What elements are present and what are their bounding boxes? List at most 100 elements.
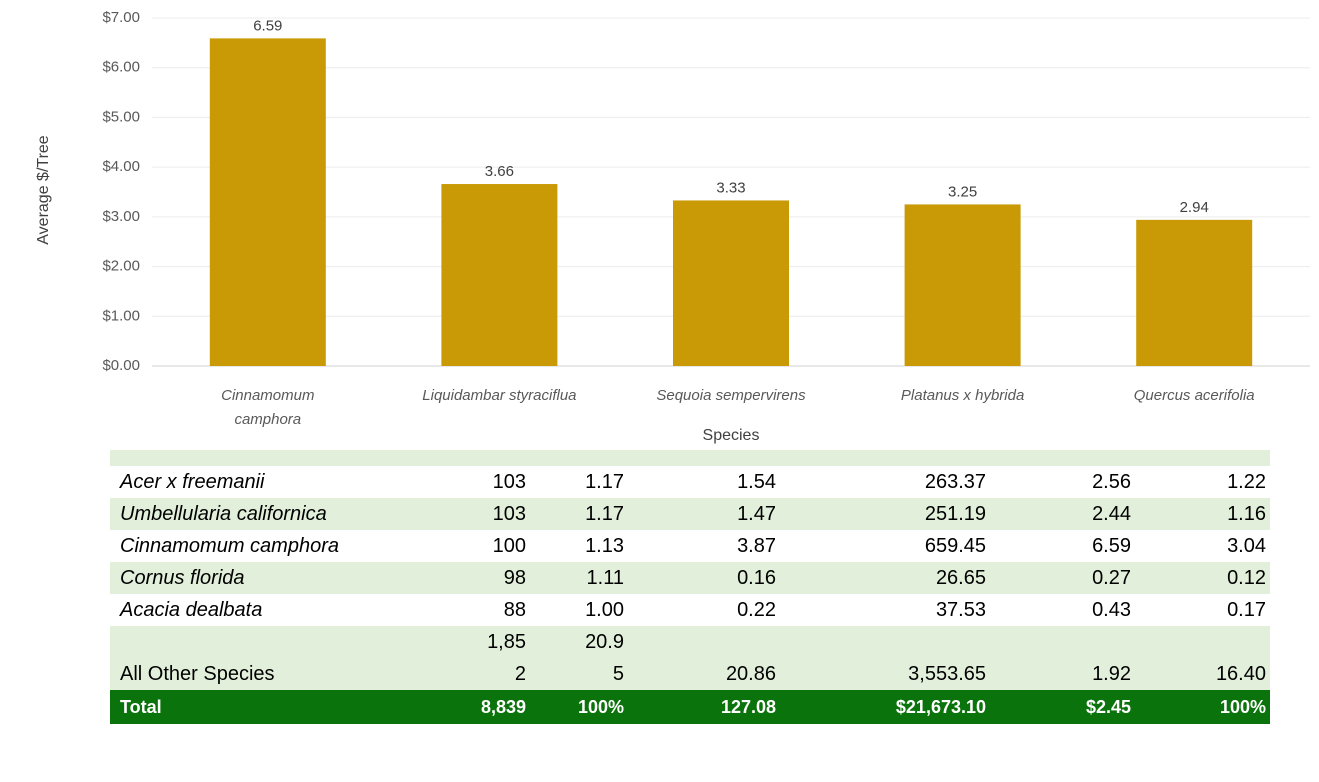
table-cell: Acacia dealbata (120, 599, 263, 621)
table-cell: 3.87 (737, 535, 776, 557)
table-cell: 0.27 (990, 562, 1135, 594)
table-cell: 0.16 (628, 562, 780, 594)
y-tick-label: $2.00 (102, 258, 140, 275)
x-axis-label: Species (703, 427, 760, 444)
data-label: 2.94 (1180, 199, 1209, 216)
bar (209, 38, 326, 366)
table-row: Cornus florida 98 1.11 0.16 26.65 0.27 0.12 (110, 562, 1270, 594)
table-cell: Cornus florida (110, 562, 420, 594)
cell-text: 1,852 (487, 631, 526, 685)
table-cell: 98 (420, 562, 530, 594)
x-tick-label: Cinnamomum camphora (221, 387, 315, 428)
table-cell: 1.22 (1227, 471, 1266, 493)
table-cell: 6.59 (1092, 535, 1131, 557)
table-cell: 0.43 (1092, 599, 1131, 621)
table-cell: 1.00 (530, 594, 628, 626)
table-cell: 0.12 (1135, 562, 1270, 594)
y-tick-label: $0.00 (102, 357, 140, 374)
cell-text: 8,839 (480, 697, 526, 717)
table-cell: 1.92 (990, 626, 1135, 690)
bar (441, 184, 558, 366)
table-cell: 3.04 (1227, 535, 1266, 557)
table-row: Total 8,839 100% 127.08 $21,673.10 $2.45 100% (110, 690, 1270, 724)
cell-text: 103 (492, 503, 526, 525)
cell-text: 1.00 (585, 599, 624, 621)
table-cell: 1.47 (628, 498, 780, 530)
table-cell: 26.65 (780, 562, 990, 594)
bar (1136, 219, 1253, 366)
table-cell: 2.56 (1092, 471, 1131, 493)
table-cell: $21,673.10 (780, 690, 990, 724)
table-cell: Cinnamomum camphora (120, 535, 339, 557)
bar (673, 200, 789, 366)
table-cell: 20.86 (628, 626, 780, 690)
table-cell: Umbellularia californica (110, 498, 420, 530)
data-label: 3.25 (948, 183, 977, 200)
table-cell: 8,839 (420, 690, 530, 724)
table-cell: 1.54 (737, 471, 776, 493)
cell-text: 100 (492, 535, 526, 557)
cell-text: 98 (503, 567, 526, 589)
cell-text: 103 (492, 471, 526, 493)
cell-text: 1.11 (586, 567, 624, 589)
cell-text: 88 (503, 599, 526, 621)
x-tick-label: Quercus acerifolia (1133, 387, 1255, 404)
x-tick-label: Platanus x hybrida (900, 387, 1025, 404)
table-cell: Total (110, 690, 420, 724)
x-tick-label: Liquidambar styraciflua (422, 387, 577, 404)
y-tick-label: $7.00 (102, 9, 140, 26)
table-cell: 103 (420, 466, 530, 498)
table-cell: 1.13 (530, 530, 628, 562)
cell-text: 1.13 (585, 535, 624, 557)
bar (904, 204, 1021, 366)
table-cell: 3,553.65 (780, 626, 990, 690)
y-tick-label: $5.00 (102, 108, 140, 125)
table-cell: 100% (530, 690, 628, 724)
cell-text: 100% (577, 697, 624, 717)
table-row: Cinnamomum camphora 100 1.13 3.87 659.45 6.59… (110, 530, 1270, 562)
table-cell: 20.95 (530, 626, 628, 690)
data-label: 3.33 (716, 179, 745, 196)
table-cell: 659.45 (924, 535, 986, 557)
cell-text: 1.17 (585, 503, 624, 525)
table-cell: 0.17 (1227, 599, 1266, 621)
table-cell: Acer x freemanii (120, 471, 265, 493)
chart: Average $/Tree Species $0.00 $1.00 $2.00 $3… (35, 9, 1310, 444)
table-row: Acer x freemanii 103 1.17 1.54 263.37 2.56 1.2… (110, 466, 1270, 498)
data-label: 6.59 (253, 17, 282, 34)
data-table: Acer x freemanii 103 1.17 1.54 263.37 2.56 1.2… (110, 466, 1270, 724)
table-cell: 263.37 (924, 471, 986, 493)
x-tick-label: Sequoia sempervirens (656, 387, 806, 404)
y-tick-label: $1.00 (102, 307, 140, 324)
y-tick-label: $4.00 (102, 158, 140, 175)
table-cell: 0.22 (737, 599, 776, 621)
y-axis-label: Average $/Tree (35, 135, 52, 245)
table-row: Acacia dealbata 88 1.00 0.22 37.53 0.43 0.17 (110, 594, 1270, 626)
table-cell: 37.53 (935, 599, 986, 621)
clipped-row (110, 450, 1270, 466)
table-cell: 1.11 (530, 562, 628, 594)
table-cell: 1,852 (420, 626, 530, 690)
table-cell: 127.08 (628, 690, 780, 724)
table-cell: 1.16 (1135, 498, 1270, 530)
table-row: Umbellularia californica 103 1.17 1.47 251.1… (110, 498, 1270, 530)
table-cell: 251.19 (780, 498, 990, 530)
table-cell: 2.44 (990, 498, 1135, 530)
cell-text: 1.17 (585, 471, 624, 493)
table-row: All Other Species 1,852 20.95 20.86 3,553.65… (110, 626, 1270, 690)
table-cell: 88 (420, 594, 530, 626)
table-cell: 103 (420, 498, 530, 530)
data-label: 3.66 (485, 163, 514, 180)
cell-text: 20.95 (585, 631, 624, 685)
table-cell: 100 (420, 530, 530, 562)
table-cell: 16.40 (1135, 626, 1270, 690)
y-tick-label: $3.00 (102, 208, 140, 225)
table-cell: 1.17 (530, 498, 628, 530)
table-cell: All Other Species (110, 626, 420, 690)
table-cell: 1.17 (530, 466, 628, 498)
table-cell: 100% (1135, 690, 1270, 724)
y-tick-label: $6.00 (102, 59, 140, 76)
table-cell: $2.45 (990, 690, 1135, 724)
